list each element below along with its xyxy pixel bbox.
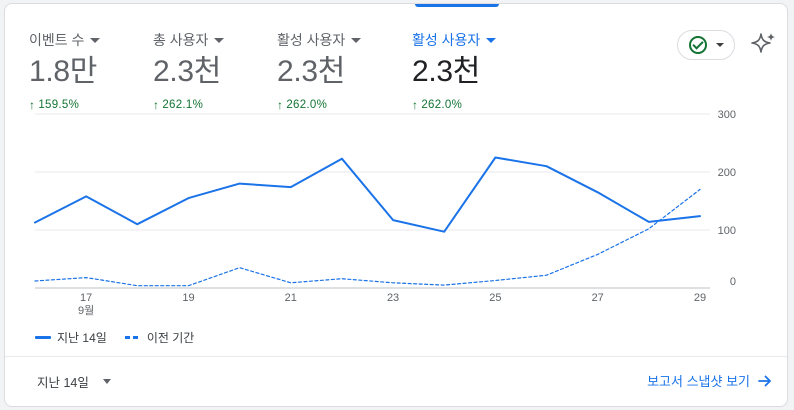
legend-label: 이전 기간 (146, 331, 195, 345)
chevron-down-icon (486, 37, 497, 43)
arrow-up-icon: ↑ (29, 98, 36, 112)
active-metric-indicator (415, 4, 499, 7)
x-tick-label: 29 (694, 292, 706, 304)
metric-change: 262.1% (162, 99, 204, 111)
arrow-up-icon: ↑ (277, 98, 284, 112)
chevron-down-icon (351, 37, 362, 43)
y-tick-label: 100 (718, 225, 736, 237)
series-line-last-14-days (34, 156, 701, 233)
series-line-previous-period (34, 188, 701, 287)
metric-event-count[interactable]: 이벤트 수 1.8만 ↑ 159.5% (29, 30, 101, 112)
metric-value: 2.3천 (412, 55, 481, 88)
metric-label: 총 사용자 (153, 32, 209, 48)
legend-item-previous[interactable]: 이전 기간 (124, 329, 195, 346)
metric-total-users[interactable]: 총 사용자 2.3천 ↑ 262.1% (153, 30, 225, 112)
chevron-down-icon (715, 43, 724, 47)
metric-value: 2.3천 (153, 55, 222, 88)
legend-swatch-dashed (124, 336, 141, 339)
x-tick-label: 21 (285, 292, 297, 304)
x-tick-label: 25 (489, 292, 501, 304)
x-tick-label: 19 (182, 292, 194, 304)
x-tick-label: 23 (387, 292, 399, 304)
sparkle-icon[interactable] (751, 32, 777, 56)
view-report-snapshot-link[interactable]: 보고서 스냅샷 보기 (647, 371, 772, 390)
chevron-down-icon (90, 37, 101, 43)
legend-label: 지난 14일 (57, 331, 107, 345)
y-tick-label: 200 (718, 167, 736, 179)
x-tick-label: 17 (80, 292, 92, 304)
chart-legend: 지난 14일 이전 기간 (35, 329, 194, 346)
metric-label: 활성 사용자 (412, 32, 481, 48)
chevron-down-icon (214, 37, 225, 43)
metric-value: 2.3천 (277, 55, 346, 88)
arrow-up-icon: ↑ (153, 98, 160, 112)
x-tick-label: 27 (592, 292, 604, 304)
status-dropdown-button[interactable] (677, 30, 735, 60)
legend-item-current[interactable]: 지난 14일 (35, 329, 107, 346)
metric-active-users[interactable]: 활성 사용자 2.3천 ↑ 262.0% (277, 30, 362, 112)
metric-change: 262.0% (421, 99, 463, 111)
check-circle-icon (688, 36, 707, 54)
arrow-up-icon: ↑ (412, 98, 419, 112)
x-month-label: 9월 (78, 304, 94, 317)
metric-change: 262.0% (286, 99, 328, 111)
arrow-right-icon (758, 375, 771, 386)
footer-divider (5, 356, 787, 357)
metric-value: 1.8만 (29, 55, 98, 88)
chart-card: 이벤트 수 1.8만 ↑ 159.5% 총 사용자 2.3천 ↑ 262.1% 활성… (4, 3, 788, 407)
metric-label: 이벤트 수 (29, 32, 85, 48)
chart-grid (35, 113, 710, 289)
metric-change: 159.5% (38, 99, 80, 111)
chart-series (34, 156, 701, 287)
snapshot-label: 보고서 스냅샷 보기 (647, 374, 750, 389)
y-tick-label: 300 (718, 109, 736, 121)
metric-label: 활성 사용자 (277, 32, 346, 48)
y-axis-labels: 300 200 100 0 (718, 109, 736, 288)
date-range-selector[interactable]: 지난 14일 (37, 372, 111, 391)
metric-active-users-selected[interactable]: 활성 사용자 2.3천 ↑ 262.0% (412, 30, 497, 112)
y-tick-label: 0 (730, 276, 736, 288)
chevron-down-icon (102, 379, 111, 384)
legend-swatch-solid (35, 336, 51, 339)
date-range-label: 지난 14일 (37, 376, 89, 390)
